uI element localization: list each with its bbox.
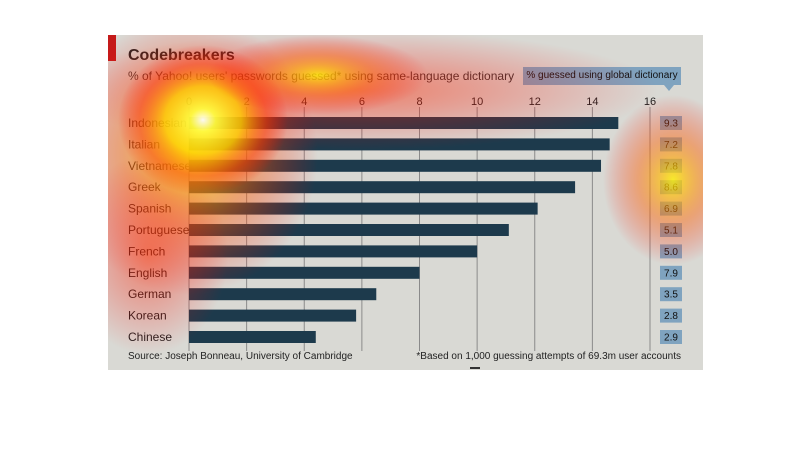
category-label: Vietnamese bbox=[128, 159, 191, 173]
global-value-box bbox=[660, 287, 682, 302]
bar bbox=[189, 288, 377, 301]
bar bbox=[189, 245, 478, 258]
footnote: *Based on 1,000 guessing attempts of 69.… bbox=[416, 351, 681, 362]
bar bbox=[189, 138, 610, 151]
bar bbox=[189, 202, 538, 215]
x-tick-label: 14 bbox=[586, 96, 598, 108]
category-label: Korean bbox=[128, 309, 167, 323]
x-tick-label: 8 bbox=[416, 96, 422, 108]
bar bbox=[189, 266, 420, 279]
x-tick-label: 4 bbox=[301, 96, 307, 108]
global-value-label: 9.3 bbox=[664, 119, 678, 130]
x-tick-label: 0 bbox=[186, 96, 192, 108]
x-tick-label: 2 bbox=[244, 96, 250, 108]
category-label: Greek bbox=[128, 180, 162, 194]
global-value-label: 8.6 bbox=[664, 183, 678, 194]
category-label: French bbox=[128, 244, 165, 258]
legend-pointer bbox=[664, 85, 674, 91]
global-value-label: 3.5 bbox=[664, 290, 678, 301]
x-tick-label: 6 bbox=[359, 96, 365, 108]
global-value-label: 7.8 bbox=[664, 161, 678, 172]
global-value-label: 2.8 bbox=[664, 311, 678, 322]
chart-panel: Codebreakers % of Yahoo! users' password… bbox=[108, 35, 703, 370]
global-value-label: 2.9 bbox=[664, 333, 678, 344]
global-value-box bbox=[660, 330, 682, 344]
x-tick-label: 12 bbox=[529, 96, 541, 108]
bar-plot: 0 2 4 6 8 10 12 14 16 Indonesian 9.3 Italian 7.2 Viet… bbox=[128, 96, 682, 351]
category-label: Chinese bbox=[128, 330, 172, 344]
global-value-label: 6.9 bbox=[664, 204, 678, 215]
category-label: Spanish bbox=[128, 202, 171, 216]
bar bbox=[189, 309, 357, 322]
x-tick-label: 16 bbox=[644, 96, 656, 108]
bar bbox=[189, 331, 316, 343]
category-label: Portuguese bbox=[128, 223, 190, 237]
source-note: Source: Joseph Bonneau, University of Ca… bbox=[128, 351, 353, 362]
global-value-label: 7.2 bbox=[664, 140, 678, 151]
bar bbox=[189, 224, 509, 236]
bar bbox=[189, 159, 602, 172]
category-label: Indonesian bbox=[128, 116, 187, 130]
global-value-label: 7.9 bbox=[664, 268, 678, 279]
scroll-marker bbox=[470, 367, 480, 369]
category-label: Italian bbox=[128, 137, 160, 151]
global-value-label: 5.1 bbox=[664, 226, 678, 237]
global-value-box bbox=[660, 308, 682, 323]
category-label: English bbox=[128, 266, 167, 280]
global-value-box bbox=[660, 265, 682, 280]
global-value-label: 5.0 bbox=[664, 247, 678, 258]
bar bbox=[189, 117, 619, 129]
bar bbox=[189, 181, 576, 194]
category-label: German bbox=[128, 287, 171, 301]
x-tick-label: 10 bbox=[471, 96, 483, 108]
